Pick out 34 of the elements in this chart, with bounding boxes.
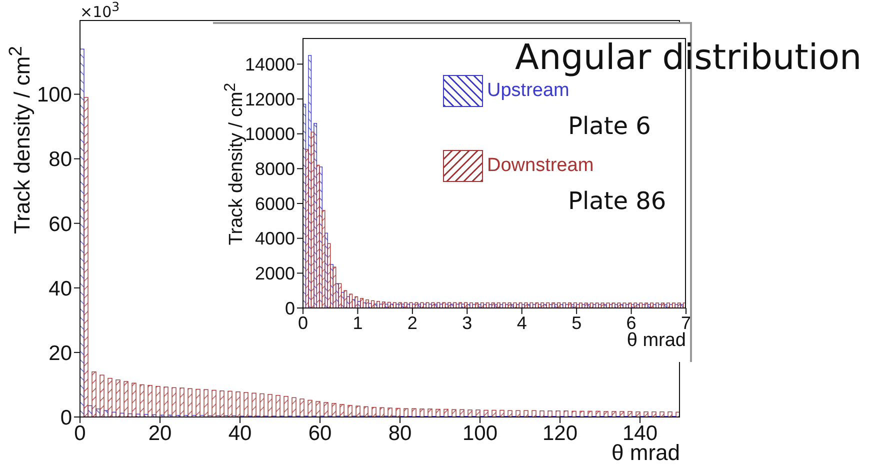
x-tick-label: 5 (572, 312, 582, 333)
x-tick-label: 1 (352, 312, 363, 333)
x-tick-label: 60 (308, 422, 332, 445)
y-tick-label: 10000 (244, 124, 295, 144)
x-tick-label: 0 (298, 312, 308, 333)
y-tick-label: 80 (48, 148, 72, 172)
annotation: ×10$^{3}$ (80, 0, 120, 21)
annotation: Plate 86 (568, 187, 666, 215)
y-tick-label: 100 (36, 84, 72, 107)
y-tick-label: 4000 (254, 228, 295, 249)
x-tick-label: 7 (680, 312, 692, 333)
text: Downstream (487, 154, 594, 176)
y-tick-label: 12000 (244, 89, 295, 110)
annotation: Plate 6 (568, 112, 651, 140)
y-tick-label: 0 (284, 298, 295, 318)
x-tick-label: 4 (516, 312, 527, 333)
x-tick-label: 6 (626, 312, 636, 333)
y-tick-label: 60 (48, 212, 72, 236)
x-axis-title: θ mrad (626, 330, 686, 352)
text: Upstream (487, 80, 570, 102)
y-tick-label: 14000 (244, 54, 295, 75)
y-tick-label: 2000 (254, 264, 295, 284)
x-tick-label: 20 (148, 422, 172, 445)
x-tick-label: 120 (542, 422, 578, 445)
x-tick-label: 40 (228, 422, 252, 445)
x-tick-label: 100 (462, 422, 498, 445)
x-tick-label: 80 (388, 422, 412, 445)
y-tick-label: 40 (48, 277, 72, 300)
y-tick-label: 20 (48, 342, 72, 365)
y-tick-label: 0 (60, 406, 72, 430)
x-tick-label: 3 (462, 312, 472, 333)
y-tick-label: 6000 (254, 194, 295, 214)
x-tick-label: 2 (407, 312, 418, 333)
y-tick-label: 8000 (254, 159, 295, 180)
